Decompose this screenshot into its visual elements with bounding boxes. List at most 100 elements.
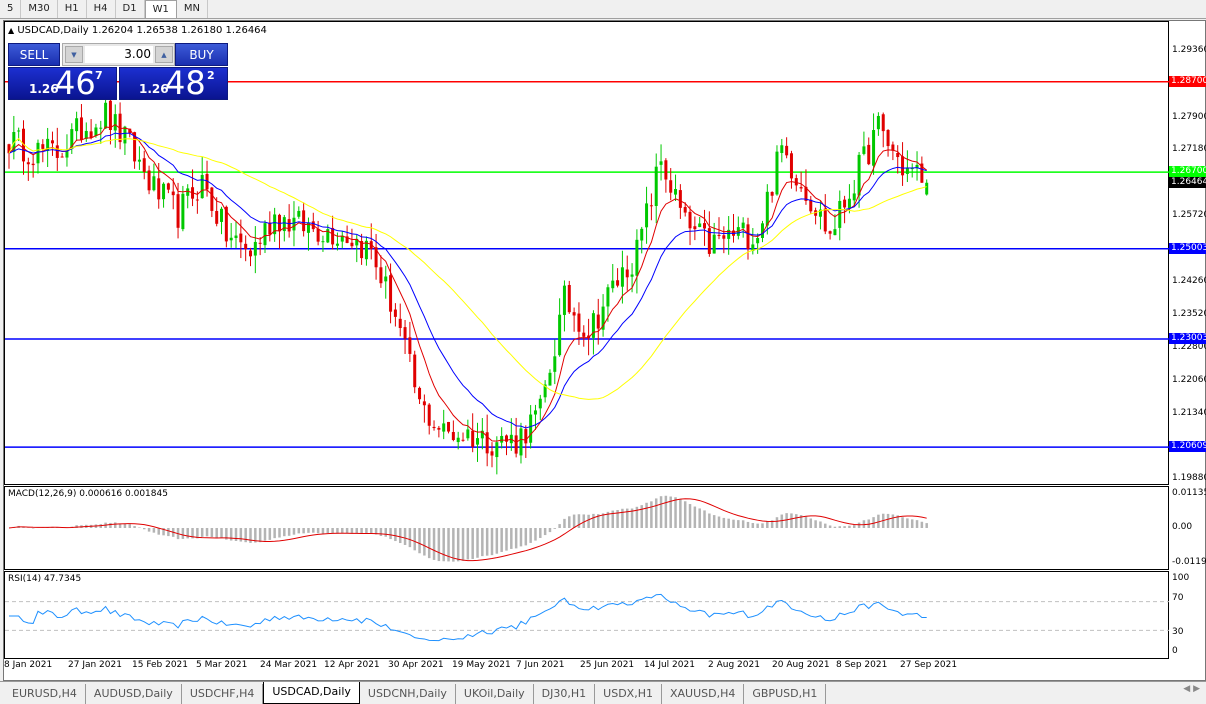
lot-size-stepper[interactable]: ▼ 3.00 ▲ — [62, 43, 175, 66]
candle — [437, 425, 441, 438]
candle-body — [166, 183, 170, 190]
candle — [828, 230, 832, 240]
candle-body — [408, 337, 412, 354]
candle-body — [635, 239, 639, 276]
candle-body — [12, 132, 16, 152]
time-axis-label: 7 Jun 2021 — [516, 660, 565, 670]
candle-body — [157, 178, 161, 200]
candle — [142, 150, 146, 180]
chart-tab[interactable]: DJ30,H1 — [534, 684, 596, 704]
chart-tab[interactable]: XAUUSD,H4 — [662, 684, 745, 704]
tab-scroll-arrows-icon[interactable]: ◀ ▶ — [1183, 684, 1200, 694]
decrease-lot-icon[interactable]: ▼ — [65, 46, 83, 63]
time-axis-label: 19 May 2021 — [452, 660, 511, 670]
sell-price-prefix: 1.26 — [29, 82, 59, 96]
candle — [495, 436, 499, 475]
candle-body — [886, 129, 890, 147]
chart-tab[interactable]: USDX,H1 — [595, 684, 662, 704]
candle — [369, 223, 373, 260]
candle — [649, 193, 653, 221]
increase-lot-icon[interactable]: ▲ — [155, 46, 173, 63]
timeframe-toolbar: 5 M30 H1 H4 D1 W1 MN — [0, 0, 1206, 19]
candle-body — [162, 183, 166, 200]
timeframe-mn[interactable]: MN — [177, 0, 208, 18]
candle-body — [195, 199, 199, 201]
candle-body — [393, 309, 397, 317]
collapse-triangle-icon[interactable]: ▲ — [8, 26, 15, 35]
candle — [200, 157, 204, 199]
candle-body — [75, 118, 79, 132]
macd-axis-min: -0.01190 — [1172, 557, 1206, 567]
candle-body — [215, 210, 219, 224]
timeframe-h4[interactable]: H4 — [87, 0, 116, 18]
candle-body — [577, 313, 581, 332]
candle — [451, 420, 455, 442]
timeframe-d1[interactable]: D1 — [116, 0, 145, 18]
candle-body — [210, 187, 214, 211]
candle-body — [596, 314, 600, 329]
buy-price[interactable]: 1.26 48 2 — [119, 64, 228, 102]
candle — [379, 255, 383, 288]
buy-button[interactable]: BUY — [175, 43, 228, 66]
candle-body — [847, 198, 851, 209]
candle-body — [862, 146, 866, 154]
candle — [823, 194, 827, 235]
candle-body — [678, 190, 682, 208]
macd-panel[interactable] — [4, 486, 1169, 570]
sell-button[interactable]: SELL — [8, 43, 60, 66]
candle — [732, 213, 735, 243]
candle-body — [891, 144, 895, 151]
candle — [46, 127, 50, 168]
candle — [229, 223, 233, 248]
candle — [176, 182, 180, 239]
candle-body — [640, 228, 644, 241]
price-axis-label: 1.23520 — [1172, 309, 1206, 319]
candle-body — [920, 163, 924, 183]
candle-body — [799, 187, 803, 189]
timeframe-m30[interactable]: M30 — [21, 0, 58, 18]
candle-body — [538, 398, 542, 409]
candle-body — [50, 140, 54, 144]
chart-tab[interactable]: AUDUSD,Daily — [86, 684, 182, 704]
candle — [780, 138, 784, 163]
time-axis-label: 14 Jul 2021 — [644, 660, 695, 670]
candle — [741, 217, 745, 238]
sell-price[interactable]: 1.26 46 7 — [8, 64, 117, 102]
timeframe-5[interactable]: 5 — [0, 0, 22, 18]
candle-body — [273, 214, 277, 235]
chart-tab[interactable]: UKOil,Daily — [456, 684, 534, 704]
candle-body — [794, 178, 798, 186]
candle — [736, 216, 740, 240]
candle — [84, 122, 88, 142]
price-axis-label: 1.19880 — [1172, 473, 1206, 483]
lot-size-input[interactable]: 3.00 — [85, 46, 153, 63]
candle — [403, 320, 407, 355]
close-value: 1.26464 — [225, 25, 267, 36]
chart-tab[interactable]: GBPUSD,H1 — [744, 684, 827, 704]
time-axis-label: 24 Mar 2021 — [260, 660, 318, 670]
candle-body — [649, 205, 653, 207]
candle-body — [485, 432, 489, 454]
candle — [485, 414, 489, 467]
candle-body — [171, 191, 175, 196]
rsi-axis-100: 100 — [1172, 573, 1190, 583]
chart-tab[interactable]: USDCNH,Daily — [360, 684, 456, 704]
timeframe-h1[interactable]: H1 — [58, 0, 87, 18]
rsi-panel[interactable] — [4, 571, 1169, 659]
candle — [818, 201, 822, 230]
price-axis-label: 1.27180 — [1172, 144, 1206, 154]
chart-tab[interactable]: EURUSD,H4 — [4, 684, 86, 704]
candle — [36, 139, 40, 174]
candle-body — [234, 235, 238, 239]
candle — [75, 111, 79, 141]
candle — [500, 427, 504, 449]
candle — [910, 163, 914, 178]
candle-body — [843, 199, 847, 208]
candle — [205, 160, 209, 197]
candle — [65, 134, 69, 167]
ma-medium-line — [8, 132, 927, 429]
candle-body — [659, 161, 663, 165]
chart-tab[interactable]: USDCAD,Daily — [263, 682, 360, 704]
chart-tab[interactable]: USDCHF,H4 — [182, 684, 264, 704]
timeframe-w1[interactable]: W1 — [144, 0, 177, 18]
